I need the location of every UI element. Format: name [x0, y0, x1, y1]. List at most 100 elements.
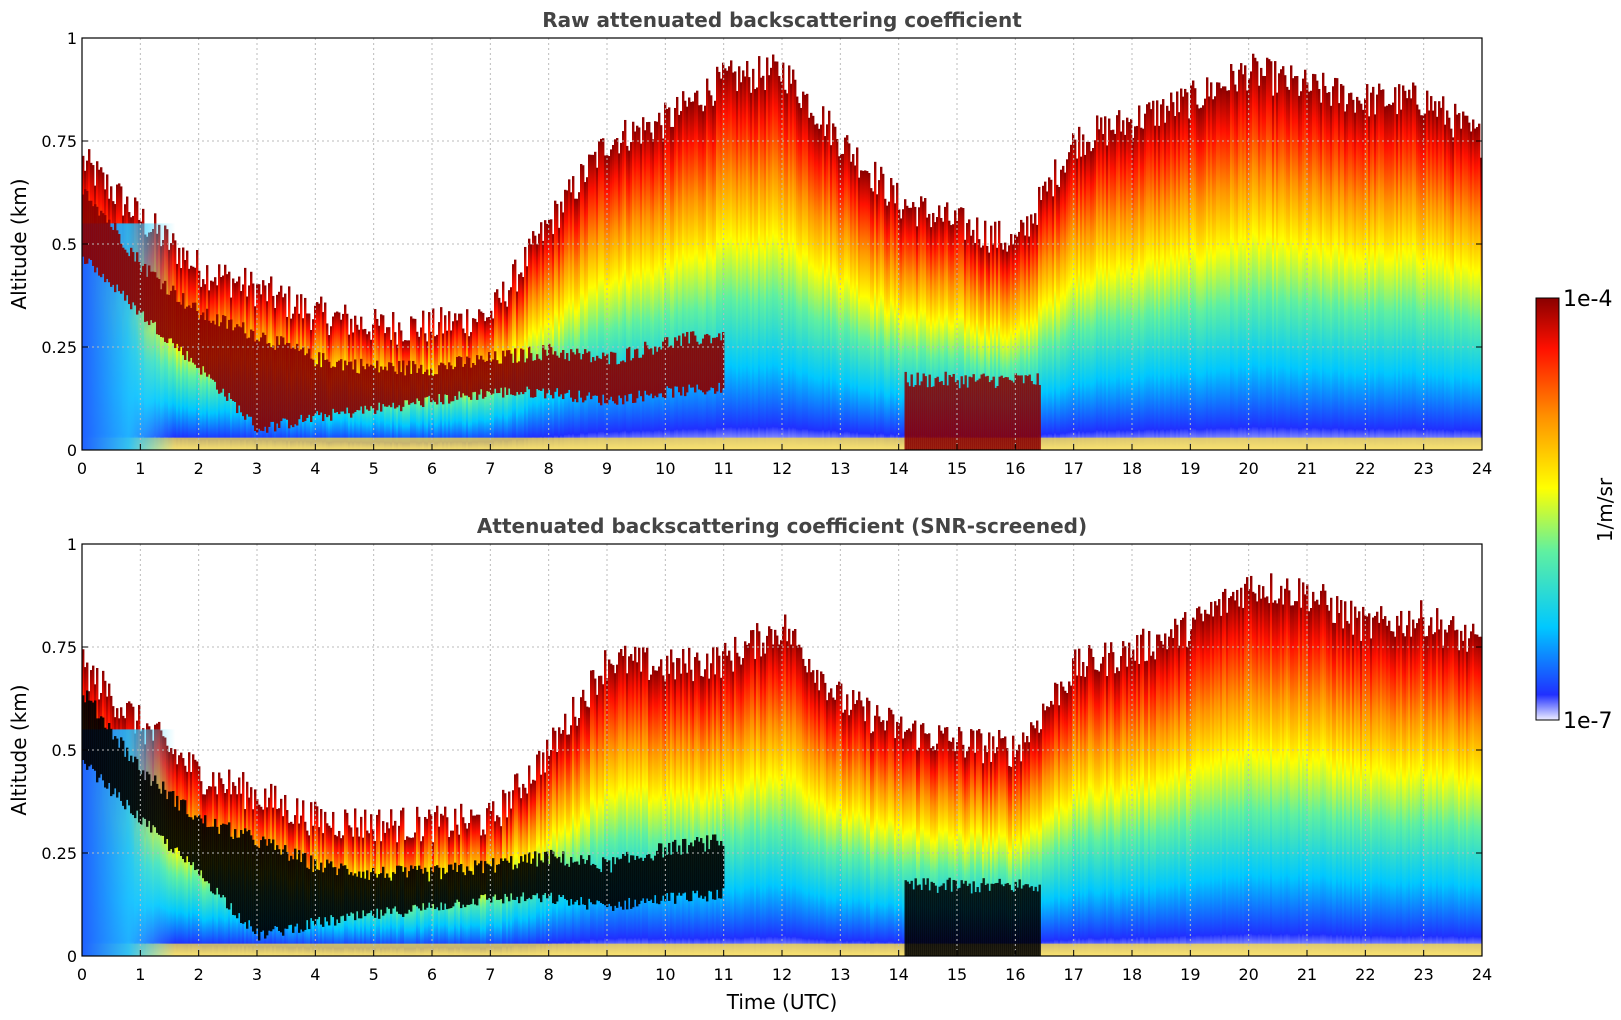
heatmap-column [736, 652, 739, 956]
heatmap-column [784, 614, 787, 956]
heatmap-column [816, 123, 819, 450]
dense-layer [92, 206, 95, 266]
surface-band [790, 437, 793, 450]
heatmap-column [938, 725, 941, 956]
heatmap-column [640, 671, 643, 956]
heatmap-column [714, 674, 717, 956]
y-tick-label: 0.75 [41, 638, 77, 657]
surface-band [1168, 437, 1171, 450]
dense-layer [576, 861, 579, 901]
dense-layer [476, 355, 479, 400]
heatmap-column [1160, 104, 1163, 450]
dense-layer [118, 234, 121, 292]
dense-layer [948, 375, 951, 450]
heatmap-column [718, 655, 721, 956]
dense-layer [300, 862, 303, 930]
dense-layer [1024, 375, 1027, 450]
surface-band [532, 437, 535, 450]
surface-band [796, 943, 799, 956]
surface-band [668, 437, 671, 450]
heatmap-column [824, 136, 827, 450]
dense-layer [82, 194, 85, 257]
heatmap-column [1220, 615, 1223, 956]
dense-layer [114, 736, 117, 789]
dense-layer [136, 252, 139, 315]
surface-band [724, 943, 727, 956]
surface-band [464, 943, 467, 956]
heatmap-column [970, 235, 973, 450]
surface-band [1282, 943, 1285, 956]
surface-band [296, 437, 299, 450]
surface-band [624, 943, 627, 956]
surface-band [470, 437, 473, 450]
heatmap-column [1352, 99, 1355, 450]
heatmap-column [908, 728, 911, 956]
dense-layer [178, 810, 181, 851]
heatmap-column [1366, 616, 1369, 956]
surface-band [670, 437, 673, 450]
surface-band [1338, 943, 1341, 956]
colorbar-max-label: 1e-4 [1563, 287, 1612, 312]
dense-layer [522, 349, 525, 395]
heatmap-column [1140, 634, 1143, 956]
surface-band [176, 943, 179, 956]
heatmap-column [548, 755, 551, 956]
surface-band [854, 943, 857, 956]
dense-layer [584, 349, 587, 401]
surface-band [758, 437, 761, 450]
dense-layer [600, 872, 603, 903]
surface-band [1224, 437, 1227, 450]
dense-layer [396, 865, 399, 912]
dense-layer [582, 859, 585, 905]
surface-band [416, 943, 419, 956]
surface-band [1080, 943, 1083, 956]
heatmap-column [1066, 159, 1069, 451]
heatmap-column [1426, 90, 1429, 450]
surface-band [1064, 437, 1067, 450]
surface-band [1156, 943, 1159, 956]
heatmap-column [1150, 655, 1153, 956]
dense-layer [146, 771, 149, 827]
surface-band [230, 437, 233, 450]
surface-band [1246, 943, 1249, 956]
surface-band [1260, 437, 1263, 450]
surface-band [702, 437, 705, 450]
heatmap-column [964, 757, 967, 956]
dense-layer [434, 374, 437, 402]
surface-band [358, 943, 361, 956]
surface-band [780, 437, 783, 450]
surface-band [532, 943, 535, 956]
surface-band [1446, 437, 1449, 450]
heatmap-column [602, 684, 605, 956]
heatmap-column [1330, 597, 1333, 956]
surface-band [346, 943, 349, 956]
surface-band [1308, 943, 1311, 956]
surface-band [642, 943, 645, 956]
surface-band [1232, 943, 1235, 956]
heatmap-column [624, 119, 627, 450]
x-tick-label: 17 [1063, 459, 1083, 478]
dense-layer [488, 352, 491, 392]
surface-band [1408, 943, 1411, 956]
dense-layer [946, 879, 949, 956]
surface-band [1236, 437, 1239, 450]
heatmap-column [1122, 641, 1125, 956]
surface-band [378, 437, 381, 450]
surface-band [260, 437, 263, 450]
surface-band [1466, 943, 1469, 956]
dense-layer [88, 700, 91, 767]
surface-band [1042, 943, 1045, 956]
dense-layer [986, 375, 989, 450]
dense-layer [706, 333, 709, 392]
y-tick-label: 0 [67, 947, 77, 966]
dense-layer [910, 880, 913, 956]
dense-layer [428, 881, 431, 903]
dense-layer [378, 874, 381, 919]
heatmap-column [788, 65, 791, 451]
dense-layer [342, 370, 345, 412]
heatmap-column [1308, 91, 1311, 450]
dense-layer [226, 824, 229, 909]
heatmap-column [944, 727, 947, 956]
surface-band [1312, 943, 1315, 956]
heatmap-column [968, 746, 971, 956]
